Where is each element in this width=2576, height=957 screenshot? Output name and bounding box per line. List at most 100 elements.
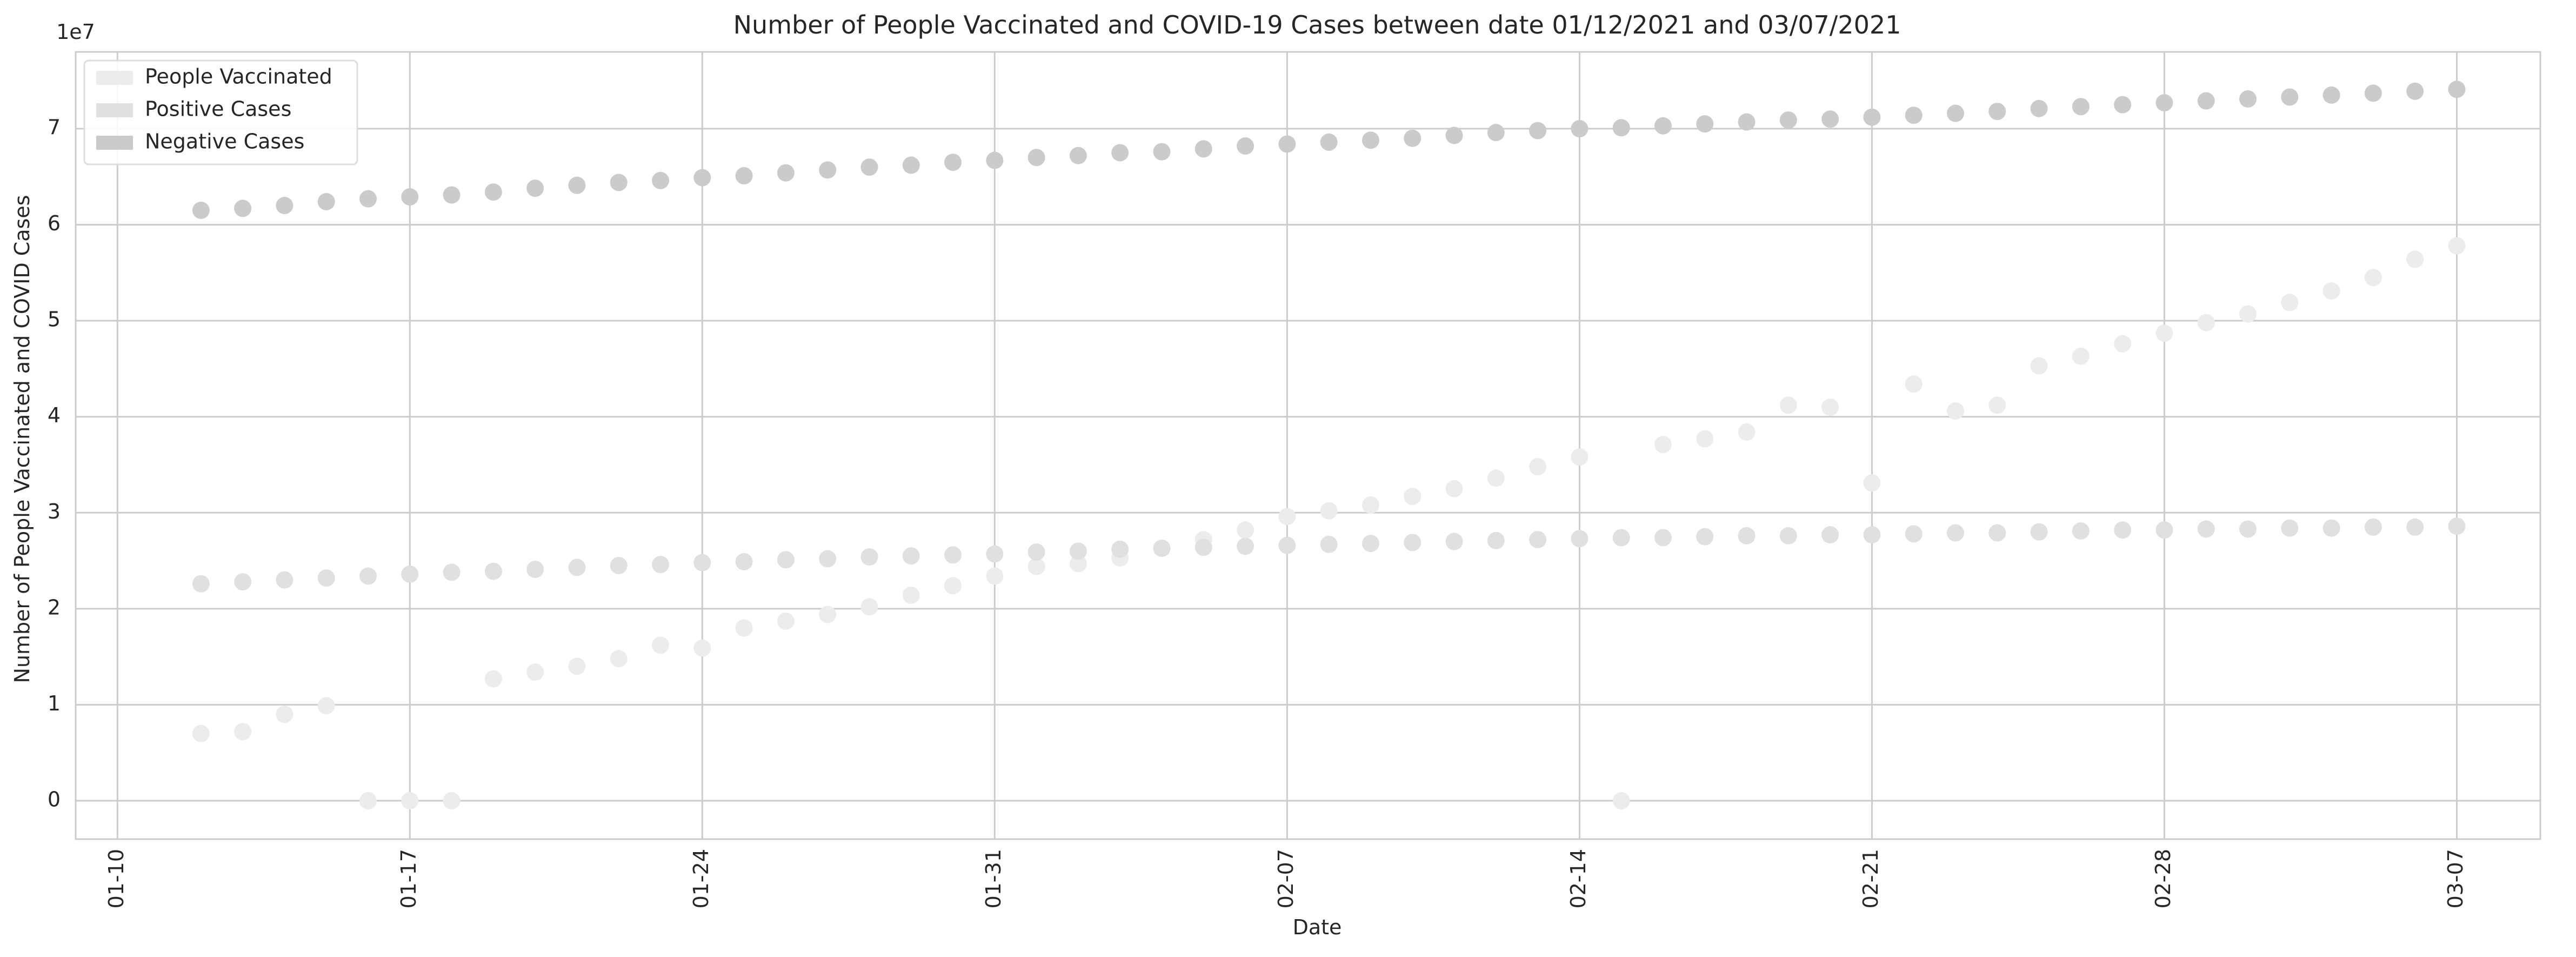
data-point: [1445, 533, 1463, 550]
data-point: [2030, 523, 2048, 541]
data-point: [902, 156, 920, 174]
data-point: [986, 567, 1004, 585]
data-point: [1069, 542, 1087, 560]
legend-swatch: [96, 103, 133, 117]
data-point: [819, 606, 837, 623]
data-point: [652, 636, 670, 654]
data-point: [2323, 519, 2340, 537]
data-point: [276, 706, 293, 723]
y-axis-label: Number of People Vaccinated and COVID Ca…: [10, 195, 34, 683]
y-offset-label: 1e7: [56, 20, 95, 44]
data-point: [2323, 282, 2340, 300]
data-point: [2364, 84, 2382, 102]
data-point: [944, 154, 962, 171]
data-point: [1696, 430, 1714, 448]
legend-label: People Vaccinated: [145, 65, 332, 89]
data-point: [1362, 535, 1379, 553]
data-point: [1278, 508, 1296, 526]
data-point: [2155, 324, 2173, 342]
legend-swatch: [96, 71, 133, 85]
data-point: [401, 565, 419, 583]
data-point: [2281, 519, 2299, 537]
x-tick-label: 01-10: [104, 849, 128, 908]
data-point: [1237, 521, 1254, 539]
data-point: [902, 547, 920, 565]
y-tick-label: 1: [48, 692, 61, 715]
data-point: [1571, 120, 1589, 138]
data-point: [2364, 518, 2382, 536]
data-point: [1571, 448, 1589, 466]
data-point: [1863, 108, 1881, 126]
data-point: [1404, 488, 1422, 506]
data-point: [1445, 480, 1463, 497]
points-layer: [192, 81, 2466, 809]
data-point: [234, 200, 252, 217]
data-point: [1821, 526, 1839, 544]
data-point: [1153, 539, 1171, 557]
y-tick-label: 7: [48, 116, 61, 139]
data-point: [568, 657, 586, 675]
data-point: [693, 554, 711, 571]
data-point: [1320, 535, 1338, 553]
y-tick-labels: 0 1 2 3 4 5 6 7: [48, 116, 61, 812]
data-point: [860, 548, 878, 566]
data-point: [359, 190, 377, 208]
data-point: [1654, 529, 1672, 547]
data-point: [1069, 147, 1087, 164]
y-tick-label: 3: [48, 500, 61, 523]
data-point: [735, 619, 753, 637]
data-point: [1111, 540, 1129, 558]
data-point: [1946, 524, 1964, 542]
data-point: [1905, 525, 1923, 543]
data-point: [192, 201, 210, 219]
data-point: [610, 174, 628, 191]
x-tick-labels: 01-10 01-17 01-24 01-31 02-07 02-14 02-21 02-28…: [104, 849, 2467, 908]
data-point: [484, 183, 502, 201]
data-point: [860, 598, 878, 616]
data-point: [693, 639, 711, 657]
data-point: [1654, 436, 1672, 454]
data-point: [2072, 522, 2090, 540]
data-point: [610, 650, 628, 668]
data-point: [2364, 269, 2382, 287]
data-point: [2197, 520, 2215, 538]
data-point: [777, 612, 795, 630]
data-point: [2281, 294, 2299, 311]
data-point: [2406, 518, 2424, 536]
x-tick-label: 02-14: [1566, 849, 1590, 908]
data-point: [234, 573, 252, 591]
data-point: [1320, 133, 1338, 151]
data-point: [1445, 127, 1463, 144]
data-point: [1278, 536, 1296, 554]
data-point: [1779, 527, 1797, 544]
series-positive-cases: [192, 517, 2466, 593]
data-point: [276, 571, 293, 589]
data-point: [2406, 82, 2424, 100]
data-point: [1153, 143, 1171, 161]
data-point: [2114, 96, 2132, 114]
data-point: [359, 792, 377, 809]
y-tick-label: 2: [48, 595, 61, 619]
data-point: [2281, 88, 2299, 106]
x-tick-label: 01-31: [982, 849, 1005, 908]
data-point: [1654, 117, 1672, 135]
data-point: [1529, 531, 1547, 549]
data-point: [2406, 250, 2424, 268]
x-tick-label: 03-07: [2444, 849, 2467, 908]
data-point: [652, 171, 670, 189]
data-point: [1779, 396, 1797, 414]
data-point: [1738, 113, 1756, 131]
data-point: [276, 197, 293, 215]
x-tick-label: 02-28: [2151, 849, 2175, 908]
y-tick-label: 6: [48, 211, 61, 235]
data-point: [2323, 86, 2340, 104]
data-point: [192, 725, 210, 742]
data-point: [484, 562, 502, 580]
y-tick-label: 0: [48, 787, 61, 811]
data-point: [1863, 526, 1881, 544]
data-point: [1027, 149, 1045, 167]
data-point: [1529, 458, 1547, 476]
data-point: [526, 561, 544, 579]
data-point: [1194, 140, 1212, 158]
data-point: [1738, 423, 1756, 441]
